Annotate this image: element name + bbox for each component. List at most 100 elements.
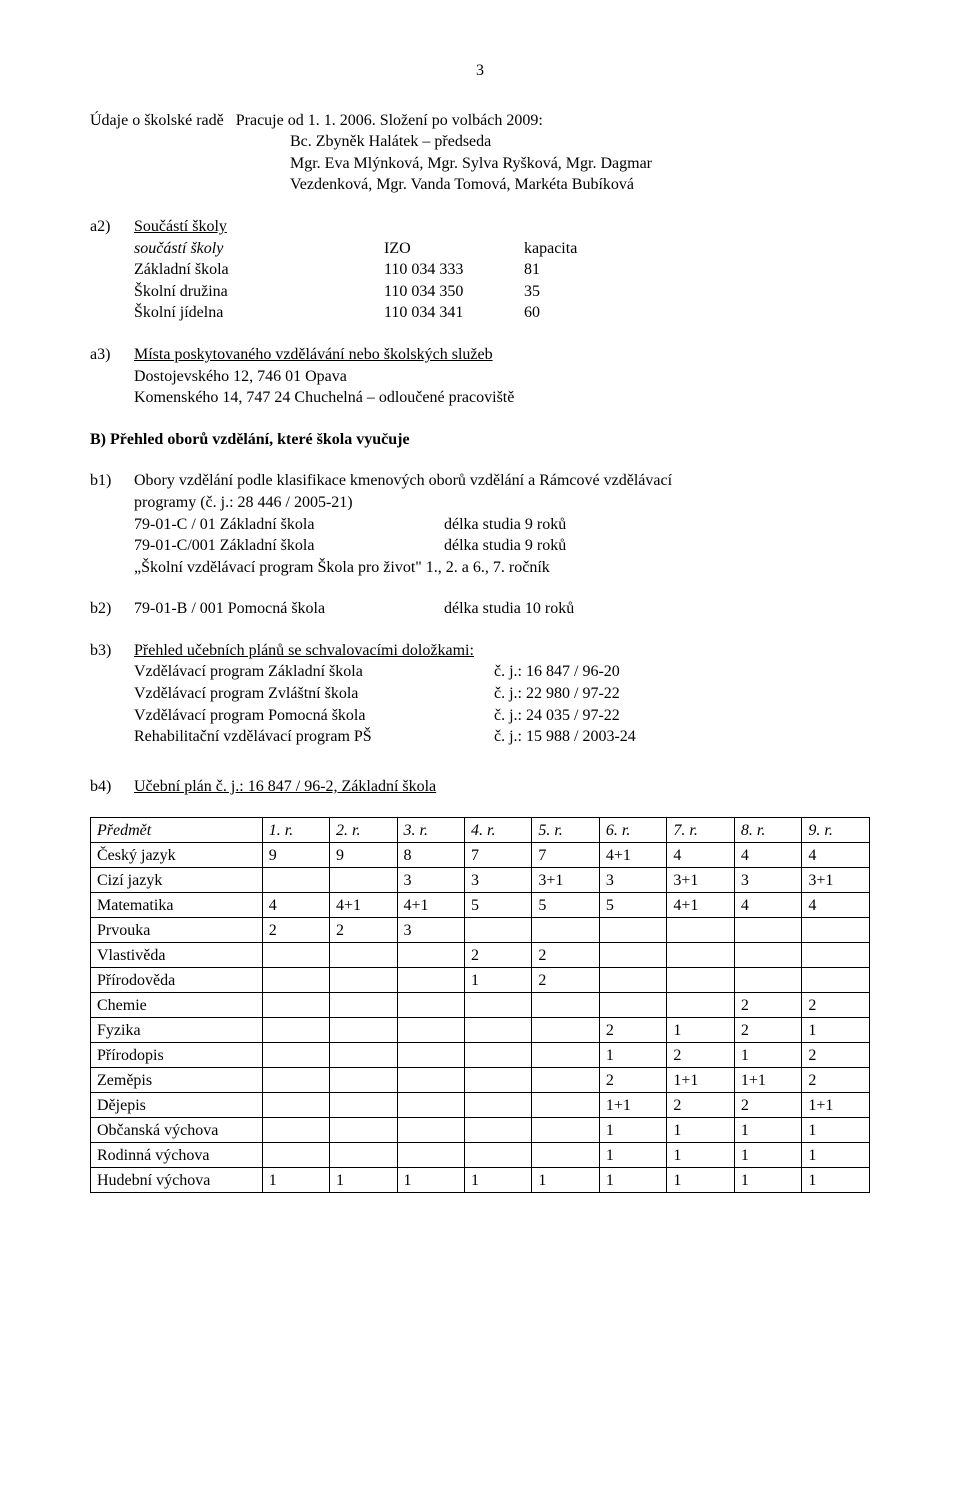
table-cell	[734, 943, 802, 968]
a2-cell: 110 034 341	[384, 302, 524, 324]
table-cell	[599, 968, 667, 993]
table-cell: 2	[465, 943, 532, 968]
table-cell	[599, 918, 667, 943]
b3-cell: Vzdělávací program Pomocná škola	[134, 705, 494, 727]
b2-label: b2)	[90, 598, 134, 620]
table-cell	[262, 1068, 329, 1093]
table-row: Fyzika2121	[91, 1018, 870, 1043]
table-cell: 5	[599, 893, 667, 918]
table-cell: 5	[465, 893, 532, 918]
table-cell: 1	[667, 1018, 735, 1043]
table-cell	[330, 1118, 398, 1143]
table-cell	[330, 1043, 398, 1068]
b3-row: Vzdělávací program Pomocná školač. j.: 2…	[134, 705, 870, 727]
table-row: Přírodopis1212	[91, 1043, 870, 1068]
b1-p3: „Školní vzdělávací program Škola pro živ…	[134, 557, 870, 579]
table-cell: 1	[734, 1168, 802, 1193]
table-cell	[802, 943, 870, 968]
b1-p2: programy (č. j.: 28 446 / 2005-21)	[134, 492, 870, 514]
table-cell: 2	[599, 1068, 667, 1093]
table-cell	[262, 1118, 329, 1143]
table-cell: 1	[802, 1118, 870, 1143]
b1-row: 79-01-C / 01 Základní školadélka studia …	[134, 514, 870, 536]
b1-cell: délka studia 9 roků	[444, 514, 870, 536]
table-cell	[397, 1118, 465, 1143]
table-cell: Prvouka	[91, 918, 263, 943]
table-cell: 2	[802, 1043, 870, 1068]
table-cell	[330, 943, 398, 968]
table-row: Občanská výchova1111	[91, 1118, 870, 1143]
table-cell	[532, 1093, 600, 1118]
table-cell: 1	[734, 1043, 802, 1068]
a2-cell: 35	[524, 281, 624, 303]
table-cell	[465, 1068, 532, 1093]
table-row: Matematika44+14+15554+144	[91, 893, 870, 918]
table-cell: 2	[667, 1043, 735, 1068]
table-cell	[397, 1068, 465, 1093]
table-cell: Rodinná výchova	[91, 1143, 263, 1168]
table-cell: 2	[667, 1093, 735, 1118]
table-cell	[667, 993, 735, 1018]
table-cell	[465, 1143, 532, 1168]
a2-row: Školní jídelna110 034 34160	[134, 302, 870, 324]
table-cell: 2	[532, 968, 600, 993]
a2-head-c3: kapacita	[524, 238, 624, 260]
table-cell: 1+1	[802, 1093, 870, 1118]
table-cell: 1	[599, 1118, 667, 1143]
table-cell: 1	[667, 1143, 735, 1168]
a2-head-c2: IZO	[384, 238, 524, 260]
table-row: Hudební výchova111111111	[91, 1168, 870, 1193]
b3-title: Přehled učebních plánů se schvalovacími …	[134, 640, 870, 662]
table-cell: Občanská výchova	[91, 1118, 263, 1143]
table-cell: 1+1	[667, 1068, 735, 1093]
table-row: Vlastivěda22	[91, 943, 870, 968]
a3-title: Místa poskytovaného vzdělávání nebo škol…	[134, 344, 870, 366]
table-header: 4. r.	[465, 818, 532, 843]
table-cell	[465, 918, 532, 943]
a2-cell: Školní jídelna	[134, 302, 384, 324]
table-cell: 2	[262, 918, 329, 943]
table-cell: 1	[262, 1168, 329, 1193]
table-cell: 4	[262, 893, 329, 918]
table-cell	[532, 1018, 600, 1043]
table-cell: 3+1	[532, 868, 600, 893]
b3-cell: č. j.: 22 980 / 97-22	[494, 683, 870, 705]
table-cell	[734, 968, 802, 993]
table-row: Rodinná výchova1111	[91, 1143, 870, 1168]
a2-label: a2)	[90, 216, 134, 324]
table-cell: 1+1	[599, 1093, 667, 1118]
table-cell: 4+1	[599, 843, 667, 868]
b-heading: B) Přehled oborů vzdělání, které škola v…	[90, 429, 870, 451]
table-row: Prvouka223	[91, 918, 870, 943]
table-cell: 2	[330, 918, 398, 943]
table-cell: 2	[599, 1018, 667, 1043]
table-cell	[667, 918, 735, 943]
table-cell: 1	[734, 1143, 802, 1168]
table-cell	[734, 918, 802, 943]
table-cell: 4+1	[330, 893, 398, 918]
table-cell: 2	[734, 993, 802, 1018]
a2-cell: 110 034 350	[384, 281, 524, 303]
table-cell: Chemie	[91, 993, 263, 1018]
table-cell: 3	[397, 918, 465, 943]
a2-cell: Školní družina	[134, 281, 384, 303]
table-header: 3. r.	[397, 818, 465, 843]
table-cell: Vlastivěda	[91, 943, 263, 968]
table-cell: 1	[599, 1043, 667, 1068]
table-cell	[397, 1018, 465, 1043]
table-cell	[330, 868, 398, 893]
table-cell	[802, 918, 870, 943]
intro-line4: Vezdenková, Mgr. Vanda Tomová, Markéta B…	[90, 174, 870, 196]
table-header: 1. r.	[262, 818, 329, 843]
b1-cell: délka studia 9 roků	[444, 535, 870, 557]
intro-block: Údaje o školské radě Pracuje od 1. 1. 20…	[90, 110, 870, 196]
table-cell: 5	[532, 893, 600, 918]
table-cell	[532, 1143, 600, 1168]
b1-cell: 79-01-C/001 Základní škola	[134, 535, 444, 557]
intro-line3: Mgr. Eva Mlýnková, Mgr. Sylva Ryšková, M…	[90, 153, 870, 175]
table-cell: 4+1	[667, 893, 735, 918]
a2-title: Součástí školy	[134, 216, 870, 238]
page-number: 3	[90, 60, 870, 82]
table-cell: 1	[802, 1143, 870, 1168]
b2-block: b2) 79-01-B / 001 Pomocná škola délka st…	[90, 598, 870, 620]
